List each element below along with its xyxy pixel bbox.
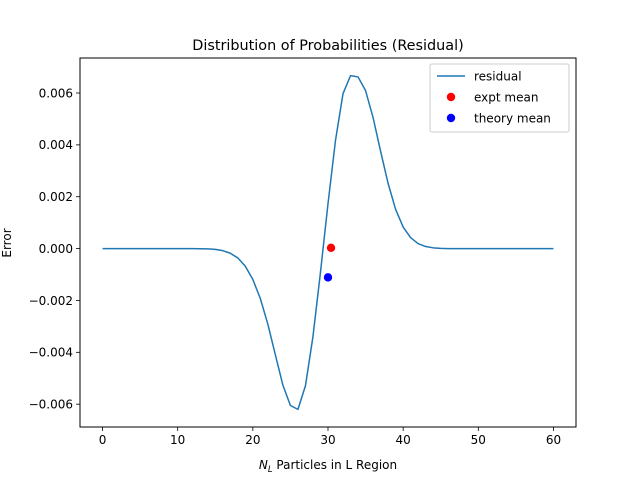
y-axis: −0.006 −0.004 −0.002 0.000 0.002 0.004 0.006 (29, 86, 80, 411)
legend-label-residual: residual (474, 70, 522, 84)
x-tick-label: 50 (471, 433, 486, 447)
y-tick-label: 0.000 (39, 242, 73, 256)
data-point-expt-mean (326, 243, 336, 253)
x-tick-label: 60 (546, 433, 561, 447)
x-axis-label-var: N (259, 458, 268, 472)
y-tick-label: −0.004 (29, 346, 73, 360)
legend-label-theory-mean: theory mean (474, 112, 551, 126)
series-line-residual (102, 74, 554, 411)
x-axis: 0 10 20 30 40 50 60 (99, 427, 561, 447)
y-tick-label: −0.002 (29, 294, 73, 308)
legend-marker-theory-mean (446, 113, 456, 123)
legend: residual expt mean theory mean (429, 63, 570, 133)
x-axis-label-rest: Particles in L Region (273, 458, 398, 472)
y-tick-label: −0.006 (29, 397, 73, 411)
x-tick-label: 20 (245, 433, 260, 447)
x-tick-label: 10 (170, 433, 185, 447)
x-tick-label: 0 (99, 433, 107, 447)
y-tick-label: 0.004 (39, 138, 73, 152)
x-axis-label: NL Particles in L Region (259, 458, 397, 475)
x-axis-label-sub: L (268, 465, 273, 475)
legend-label-expt-mean: expt mean (474, 91, 538, 105)
x-tick-label: 30 (320, 433, 335, 447)
data-point-theory-mean (323, 273, 333, 282)
y-tick-label: 0.006 (39, 86, 73, 100)
legend-box (429, 63, 570, 133)
chart-title: Distribution of Probabilities (Residual) (192, 38, 463, 54)
y-tick-label: 0.002 (39, 190, 73, 204)
plot-area (102, 74, 554, 411)
y-axis-label: Error (0, 228, 14, 257)
legend-marker-expt-mean (446, 92, 456, 102)
x-tick-label: 40 (396, 433, 411, 447)
